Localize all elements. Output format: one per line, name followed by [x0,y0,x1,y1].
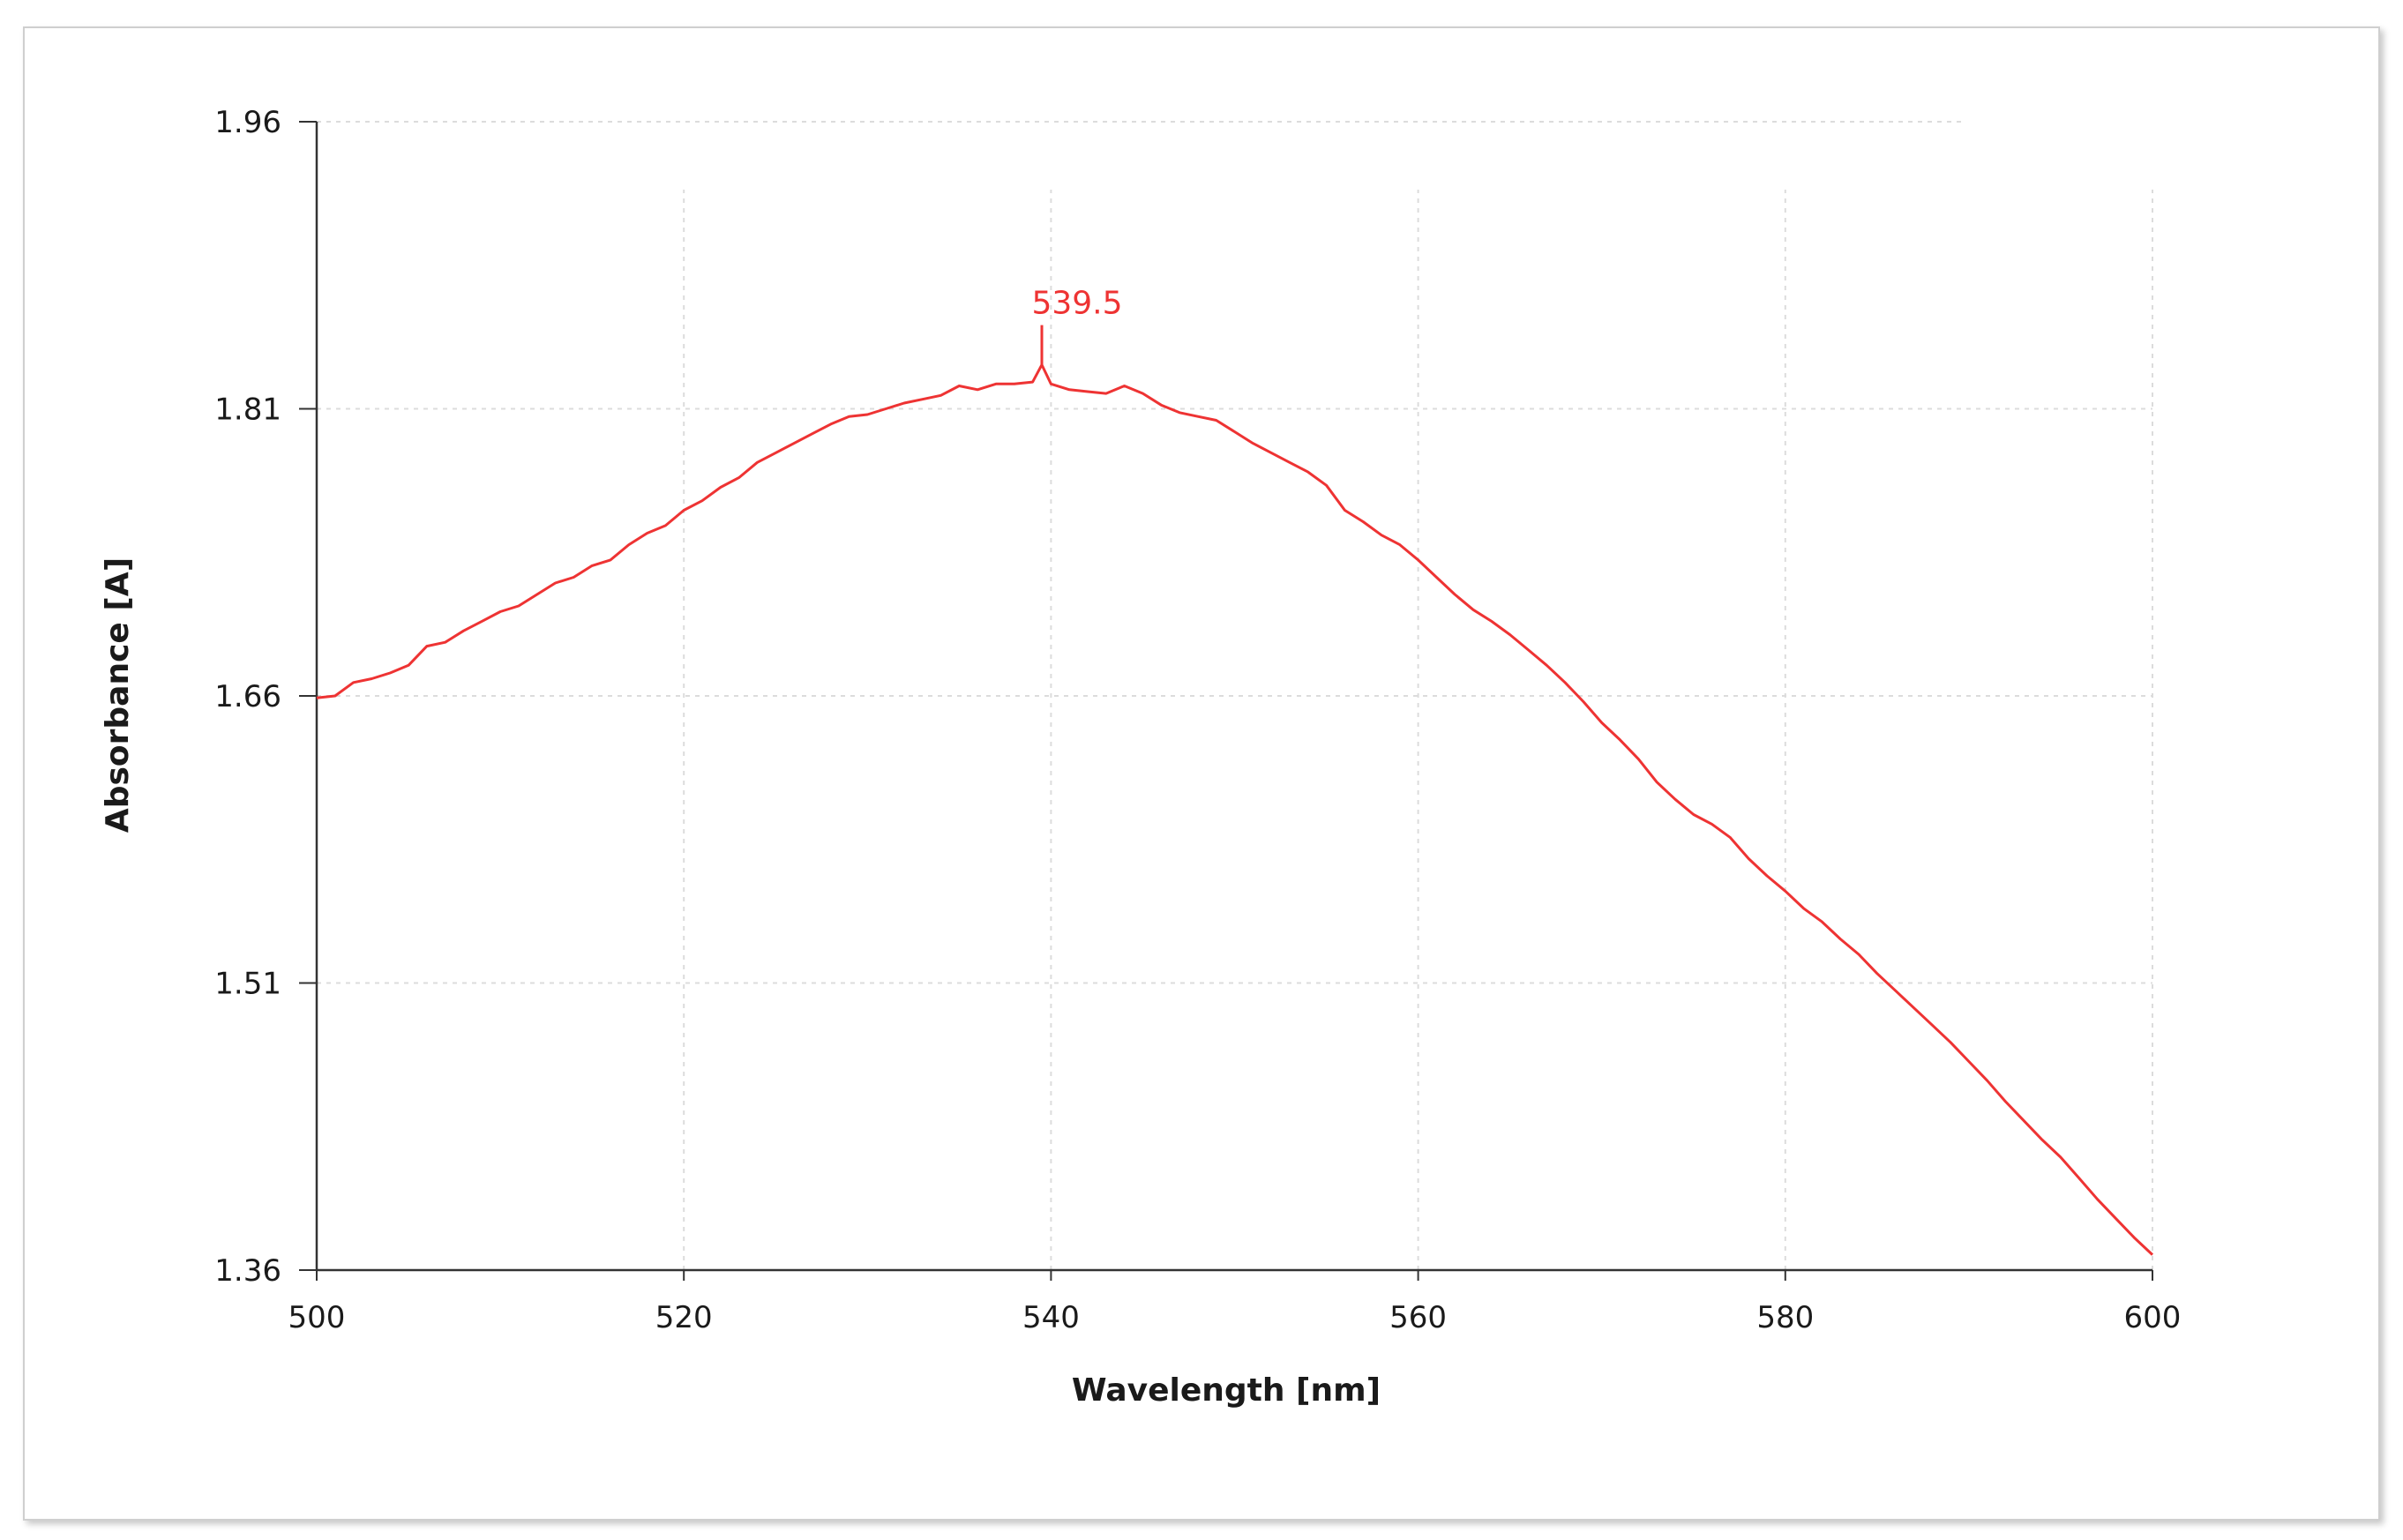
grid [317,121,2153,1270]
x-tick-label: 540 [1022,1300,1080,1335]
y-tick-label: 1.66 [214,679,281,714]
peak-label: 539.5 [1031,286,1122,322]
y-tick-label: 1.96 [214,105,281,140]
x-tick-label: 500 [288,1300,346,1335]
x-tick-label: 580 [1756,1300,1814,1335]
spectrum-line [316,363,2154,1256]
x-tick-label: 560 [1389,1300,1447,1335]
y-tick-label: 1.51 [214,967,281,1002]
tick-labels: 500 520 540 560 580 600 1.96 1.81 1.66 1.51 1.36 [214,105,2181,1335]
axes [299,121,2153,1281]
y-tick-label: 1.36 [214,1253,281,1289]
chart-frame [23,26,2380,1521]
x-tick-label: 600 [2124,1300,2182,1335]
y-axis-title: Absorbance [A] [100,557,136,833]
y-tick-label: 1.81 [214,392,281,428]
x-axis-title: Wavelength [nm] [1072,1372,1381,1409]
x-tick-label: 520 [655,1300,713,1335]
